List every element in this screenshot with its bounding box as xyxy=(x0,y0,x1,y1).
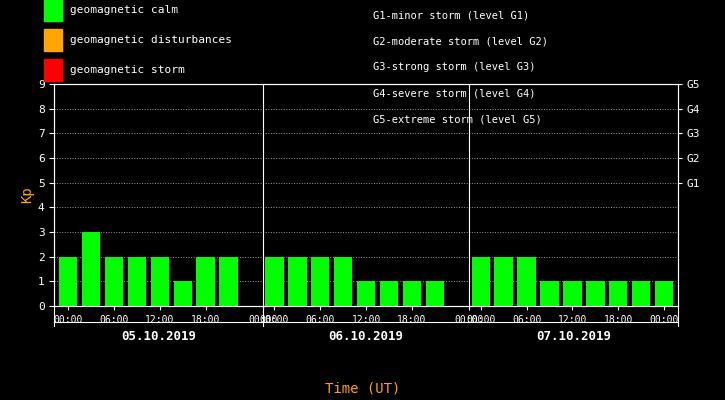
Bar xyxy=(220,257,238,306)
Bar xyxy=(334,257,352,306)
Bar xyxy=(196,257,215,306)
Bar xyxy=(82,232,100,306)
Text: 07.10.2019: 07.10.2019 xyxy=(536,330,611,343)
Bar xyxy=(518,257,536,306)
Bar xyxy=(632,281,650,306)
Bar xyxy=(403,281,421,306)
Bar xyxy=(609,281,627,306)
Text: G2-moderate storm (level G2): G2-moderate storm (level G2) xyxy=(373,36,548,46)
Bar xyxy=(357,281,376,306)
Bar xyxy=(128,257,146,306)
Bar xyxy=(587,281,605,306)
Bar xyxy=(265,257,283,306)
Text: Time (UT): Time (UT) xyxy=(325,382,400,396)
Bar xyxy=(59,257,78,306)
Y-axis label: Kp: Kp xyxy=(20,187,34,203)
Bar xyxy=(426,281,444,306)
Bar xyxy=(380,281,398,306)
Text: G4-severe storm (level G4): G4-severe storm (level G4) xyxy=(373,88,536,98)
Text: G5-extreme storm (level G5): G5-extreme storm (level G5) xyxy=(373,114,542,124)
Text: G3-strong storm (level G3): G3-strong storm (level G3) xyxy=(373,62,536,72)
Text: 05.10.2019: 05.10.2019 xyxy=(121,330,196,343)
Text: G1-minor storm (level G1): G1-minor storm (level G1) xyxy=(373,10,530,20)
Bar xyxy=(563,281,581,306)
Bar xyxy=(494,257,513,306)
Text: geomagnetic storm: geomagnetic storm xyxy=(70,65,185,75)
Text: geomagnetic calm: geomagnetic calm xyxy=(70,5,178,15)
Bar xyxy=(655,281,674,306)
Bar xyxy=(288,257,307,306)
Bar xyxy=(311,257,329,306)
Bar xyxy=(173,281,192,306)
Bar xyxy=(105,257,123,306)
Bar xyxy=(540,281,559,306)
Bar xyxy=(471,257,490,306)
Text: 06.10.2019: 06.10.2019 xyxy=(328,330,404,343)
Text: geomagnetic disturbances: geomagnetic disturbances xyxy=(70,35,232,45)
Bar xyxy=(151,257,169,306)
